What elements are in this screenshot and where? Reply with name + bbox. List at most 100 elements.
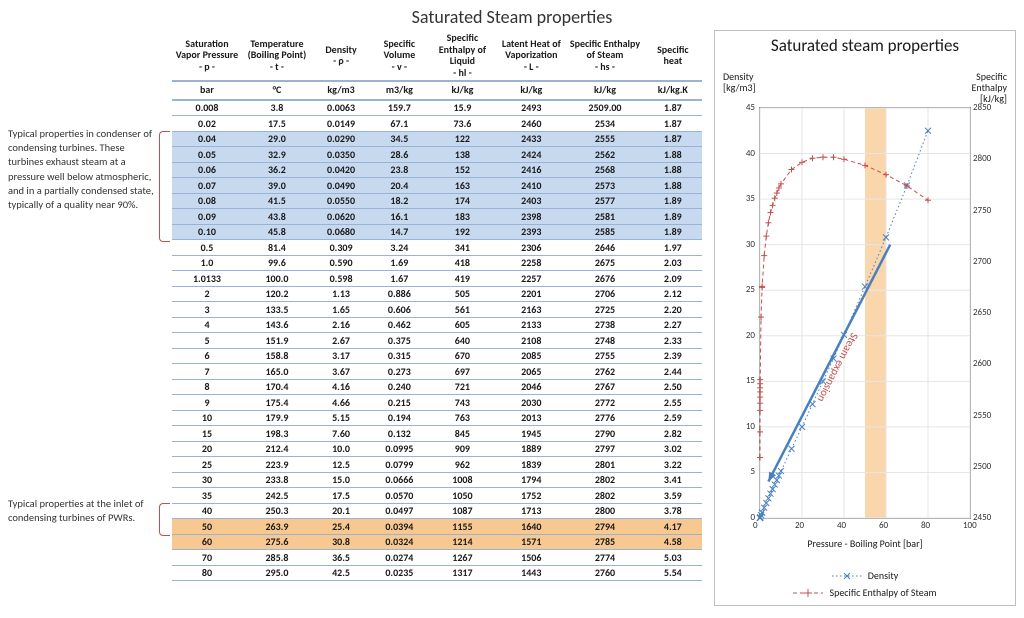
- cell: 2785: [566, 534, 643, 550]
- cell: 640: [429, 333, 497, 349]
- cell: 28.6: [370, 147, 428, 163]
- cell: 10: [172, 410, 242, 426]
- table-row: 0.0217.50.014967.173.6246025341.87: [172, 116, 702, 132]
- bracket-condenser: [159, 131, 170, 242]
- cell: 2509.00: [566, 100, 643, 116]
- cell: 1008: [429, 472, 497, 488]
- x-tick: 60: [879, 520, 888, 531]
- cell: 2065: [496, 364, 566, 380]
- table-row: 7165.03.670.273697206527622.44: [172, 364, 702, 380]
- cell: 1.87: [644, 116, 702, 132]
- cell: 1.97: [644, 240, 702, 256]
- cell: 5.03: [644, 550, 702, 566]
- cell: 0.08: [172, 193, 242, 209]
- table-row: 60275.630.80.03241214157127854.58: [172, 534, 702, 550]
- cell: 18.2: [370, 193, 428, 209]
- legend-label: Density: [868, 569, 898, 582]
- cell: 0.598: [312, 271, 370, 287]
- cell: 80: [172, 565, 242, 581]
- cell: 1050: [429, 488, 497, 504]
- cell: 1.89: [644, 209, 702, 225]
- cell: 0.0235: [370, 565, 428, 581]
- annot-pwr: Typical properties at the inlet of conde…: [8, 497, 172, 525]
- cell: 2433: [496, 131, 566, 147]
- table-row: 0.0429.00.029034.5122243325551.87: [172, 131, 702, 147]
- cell: 30.8: [312, 534, 370, 550]
- cell: 2460: [496, 116, 566, 132]
- annot-condenser: Typical properties in condenser of conde…: [8, 127, 172, 212]
- cell: 12.5: [312, 457, 370, 473]
- cell: 2767: [566, 379, 643, 395]
- y1-tick: 25: [746, 284, 755, 295]
- cell: 179.9: [242, 410, 312, 426]
- cell: 0.0799: [370, 457, 428, 473]
- cell: 2108: [496, 333, 566, 349]
- cell: 14.7: [370, 224, 428, 240]
- cell: 0.0350: [312, 147, 370, 163]
- legend-label: Specific Enthalpy of Steam: [829, 586, 936, 599]
- cell: 2.67: [312, 333, 370, 349]
- cell: 2802: [566, 472, 643, 488]
- cell: 2: [172, 286, 242, 302]
- cell: 2797: [566, 441, 643, 457]
- cell: 100.0: [242, 271, 312, 287]
- col-header: Specific Enthalpyof Steam- hs -: [566, 30, 643, 81]
- cell: 250.3: [242, 503, 312, 519]
- tbody: 0.0083.80.0063159.715.924932509.001.870.…: [172, 100, 702, 581]
- y2-tick: 2750: [973, 205, 991, 216]
- cell: 6: [172, 348, 242, 364]
- cell: 159.7: [370, 100, 428, 116]
- cell: 0.273: [370, 364, 428, 380]
- cell: 7: [172, 364, 242, 380]
- cell: 2.55: [644, 395, 702, 411]
- cell: 1443: [496, 565, 566, 581]
- cell: 3.78: [644, 503, 702, 519]
- cell: 3.59: [644, 488, 702, 504]
- table-row: 5151.92.670.375640210827482.33: [172, 333, 702, 349]
- cell: 3.24: [370, 240, 428, 256]
- cell: 1087: [429, 503, 497, 519]
- cell: 4.17: [644, 519, 702, 535]
- cell: 9: [172, 395, 242, 411]
- cell: 2585: [566, 224, 643, 240]
- cell: 763: [429, 410, 497, 426]
- cell: 2800: [566, 503, 643, 519]
- col-header: Temperature(Boiling Point)- t -: [242, 30, 312, 81]
- cell: 223.9: [242, 457, 312, 473]
- cell: 2534: [566, 116, 643, 132]
- cell: 2738: [566, 317, 643, 333]
- cell: 1752: [496, 488, 566, 504]
- cell: 70: [172, 550, 242, 566]
- cell: 30: [172, 472, 242, 488]
- units-row: bar°Ckg/m3m3/kgkJ/kgkJ/kgkJ/kgkJ/kg.K: [172, 81, 702, 100]
- cell: 721: [429, 379, 497, 395]
- cell: 2776: [566, 410, 643, 426]
- col-unit: kJ/kg.K: [644, 81, 702, 100]
- x-tick: 40: [837, 520, 846, 531]
- cell: 40: [172, 503, 242, 519]
- cell: 8: [172, 379, 242, 395]
- cell: 670: [429, 348, 497, 364]
- cell: 174: [429, 193, 497, 209]
- x-tick: 0: [753, 520, 758, 531]
- cell: 2794: [566, 519, 643, 535]
- cell: 743: [429, 395, 497, 411]
- cell: 2725: [566, 302, 643, 318]
- col-header: Specificheat: [644, 30, 702, 81]
- cell: 2706: [566, 286, 643, 302]
- y1-tick: 35: [746, 193, 755, 204]
- cell: 1.69: [370, 255, 428, 271]
- y2-tick: 2700: [973, 256, 991, 267]
- cell: 81.4: [242, 240, 312, 256]
- cell: 212.4: [242, 441, 312, 457]
- cell: 1.88: [644, 162, 702, 178]
- cell: 20: [172, 441, 242, 457]
- cell: 263.9: [242, 519, 312, 535]
- cell: 0.0394: [370, 519, 428, 535]
- col-header: SaturationVapor Pressure- p -: [172, 30, 242, 81]
- cell: 0.09: [172, 209, 242, 225]
- y1-tick: 15: [746, 375, 755, 386]
- cell: 2306: [496, 240, 566, 256]
- cell: 5.54: [644, 565, 702, 581]
- cell: 0.240: [370, 379, 428, 395]
